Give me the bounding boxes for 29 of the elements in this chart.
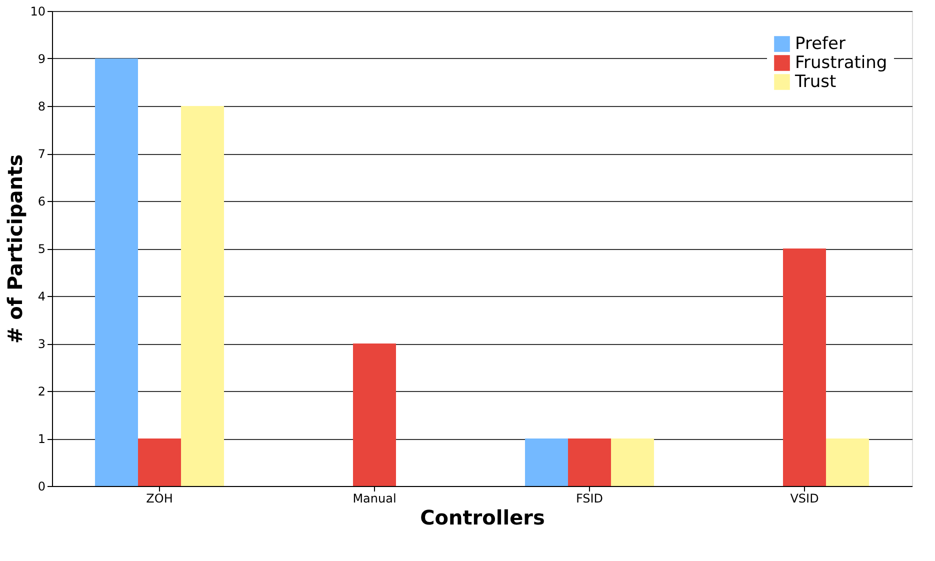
bar	[611, 438, 654, 486]
x-tick-label: ZOH	[146, 492, 173, 506]
y-tick-label: 6	[38, 194, 46, 208]
y-tick-label: 4	[38, 290, 46, 304]
bar	[138, 438, 181, 486]
y-tick-label: 7	[38, 147, 46, 161]
y-tick-label: 0	[38, 480, 46, 494]
y-tick-label: 1	[38, 432, 46, 446]
legend-label: Trust	[794, 72, 837, 92]
y-tick-label: 2	[38, 384, 46, 398]
bar	[353, 344, 396, 486]
bar	[826, 438, 869, 486]
y-tick-label: 10	[30, 4, 46, 18]
x-tick-label: VSID	[790, 492, 819, 506]
y-tick-label: 3	[38, 337, 46, 351]
x-axis-title: Controllers	[420, 506, 545, 530]
bar	[95, 58, 138, 486]
y-axis-title: # of Participants	[3, 154, 28, 344]
bar	[181, 106, 224, 486]
bar	[525, 438, 568, 486]
legend-label: Frustrating	[795, 53, 888, 73]
bar	[568, 438, 611, 486]
x-tick-label: FSID	[576, 492, 604, 506]
y-tick-label: 8	[38, 100, 46, 114]
y-tick-label: 9	[38, 52, 46, 66]
y-tick-label: 5	[38, 242, 46, 256]
x-tick-label: Manual	[352, 492, 396, 506]
bar	[783, 248, 826, 486]
legend-label: Prefer	[795, 34, 846, 54]
